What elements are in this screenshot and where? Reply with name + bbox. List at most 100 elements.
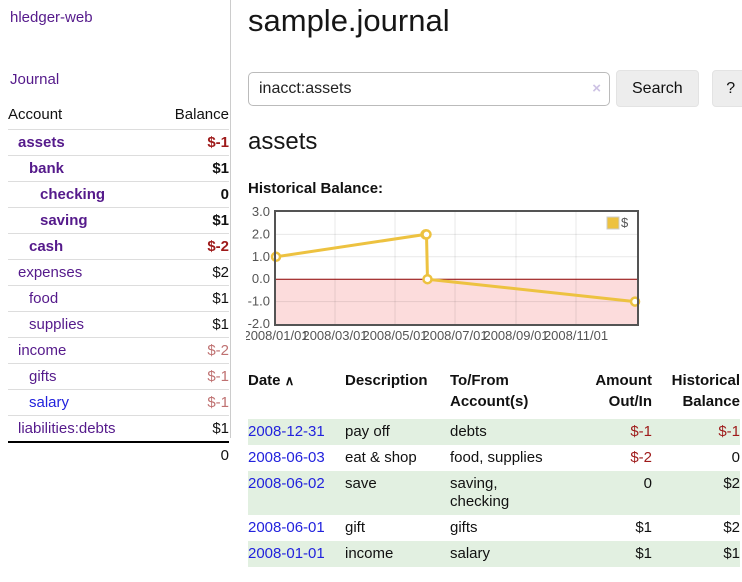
account-balance: 0	[154, 181, 229, 208]
transaction-balance: $1	[723, 545, 740, 562]
page: hledger-web Journal Account Balance asse…	[0, 0, 742, 567]
account-balance: $1	[154, 415, 229, 442]
balance-column-header: Balance	[174, 106, 229, 123]
svg-text:2008/11/01: 2008/11/01	[544, 328, 608, 343]
clear-search-icon[interactable]: ×	[592, 79, 601, 97]
svg-text:2008/05/01: 2008/05/01	[362, 328, 427, 343]
sidebar-total-row: 0	[8, 441, 229, 468]
help-button[interactable]: ?	[711, 70, 742, 107]
transaction-date-link[interactable]: 2008-01-01	[248, 545, 325, 562]
transaction-accounts: salary	[450, 545, 491, 562]
account-heading: assets	[248, 128, 318, 155]
svg-text:$: $	[621, 215, 629, 230]
transaction-amount: $1	[635, 519, 652, 536]
account-balance: $-2	[154, 337, 229, 364]
account-link[interactable]: liabilities:debts	[18, 420, 116, 437]
transaction-accounts: debts	[450, 423, 487, 440]
account-balance: $-2	[154, 233, 229, 260]
transaction-accounts: gifts	[450, 519, 478, 536]
account-link[interactable]: saving	[40, 212, 88, 229]
account-column-header: Account	[8, 106, 63, 123]
account-link[interactable]: gifts	[29, 368, 57, 385]
transaction-description: eat & shop	[345, 449, 417, 466]
sidebar-row-supplies: supplies $1	[8, 311, 229, 338]
transaction-balance: $2	[723, 475, 740, 492]
transaction-description: save	[345, 475, 377, 492]
svg-text:3.0: 3.0	[252, 206, 270, 219]
account-balance: $2	[154, 259, 229, 286]
transaction-date-link[interactable]: 2008-12-31	[248, 423, 325, 440]
svg-text:2008/03/01: 2008/03/01	[302, 328, 367, 343]
transaction-date-link[interactable]: 2008-06-01	[248, 519, 325, 536]
sidebar-divider	[230, 0, 231, 438]
account-link[interactable]: cash	[29, 238, 64, 255]
account-balance: $1	[154, 207, 229, 234]
transaction-accounts: saving, checking	[450, 475, 510, 510]
journal-link[interactable]: Journal	[10, 71, 60, 88]
account-link[interactable]: bank	[29, 160, 65, 177]
search-row: × Search ?	[248, 70, 742, 107]
historical-balance-chart: $3.0 2.0 1.0 0.0 -1.0 -2.02008/01/012008/03/0…	[246, 206, 641, 343]
sidebar-row-bank: bank $1	[8, 155, 229, 182]
register-row: 2008-01-01 income salary $1 $1	[248, 541, 740, 567]
balance-header: Historical Balance	[671, 372, 740, 410]
accounts-header: To/From Account(s)	[450, 372, 529, 410]
app-title-link[interactable]: hledger-web	[10, 9, 93, 26]
account-balance: $-1	[154, 129, 229, 156]
sidebar-row-income: income $-2	[8, 337, 229, 364]
description-header: Description	[345, 372, 428, 389]
account-link[interactable]: assets	[18, 134, 65, 151]
account-balance: $1	[154, 311, 229, 338]
sidebar-row-cash: cash $-2	[8, 233, 229, 260]
register-row: 2008-06-02 save saving, checking 0 $2	[248, 471, 740, 515]
sidebar-row-expenses: expenses $2	[8, 259, 229, 286]
sort-ascending-icon: ∧	[284, 373, 295, 388]
search-input[interactable]	[248, 71, 610, 106]
account-link[interactable]: expenses	[18, 264, 83, 281]
sidebar-row-assets: assets $-1	[8, 129, 229, 156]
account-link[interactable]: salary	[29, 394, 70, 411]
svg-text:0.0: 0.0	[252, 271, 270, 286]
transaction-accounts: food, supplies	[450, 449, 543, 466]
account-balance: $-1	[154, 363, 229, 390]
sidebar-row-saving: saving $1	[8, 207, 229, 234]
sidebar: hledger-web Journal Account Balance asse…	[0, 0, 231, 567]
transaction-amount: $-1	[630, 423, 652, 440]
sidebar-row-salary: salary $-1	[8, 389, 229, 416]
transaction-description: income	[345, 545, 394, 562]
transaction-balance: $2	[723, 519, 740, 536]
svg-text:2008/01/01: 2008/01/01	[246, 328, 309, 343]
svg-text:-1.0: -1.0	[248, 294, 270, 309]
svg-text:-2.0: -2.0	[248, 316, 270, 331]
sidebar-row-checking: checking 0	[8, 181, 229, 208]
transaction-date-link[interactable]: 2008-06-02	[248, 475, 325, 492]
transaction-description: pay off	[345, 423, 390, 440]
svg-text:2.0: 2.0	[252, 226, 270, 241]
svg-text:1.0: 1.0	[252, 249, 270, 264]
search-button[interactable]: Search	[616, 70, 699, 107]
account-balance: $1	[154, 285, 229, 312]
account-link[interactable]: checking	[40, 186, 106, 203]
accounts-table: Account Balance assets $-1 bank $1 check…	[8, 103, 229, 468]
account-balance: $1	[154, 155, 229, 182]
sidebar-row-gifts: gifts $-1	[8, 363, 229, 390]
chart-title: Historical Balance:	[248, 180, 384, 197]
transaction-date-link[interactable]: 2008-06-03	[248, 449, 325, 466]
account-link[interactable]: food	[29, 290, 59, 307]
account-link[interactable]: supplies	[29, 316, 85, 333]
svg-text:2008/09/01: 2008/09/01	[483, 328, 548, 343]
total-balance: 0	[154, 441, 229, 468]
register-row: 2008-06-03 eat & shop food, supplies $-2…	[248, 445, 740, 471]
register-row: 2008-12-31 pay off debts $-1 $-1	[248, 419, 740, 445]
register-row: 2008-06-01 gift gifts $1 $2	[248, 515, 740, 541]
amount-header: Amount Out/In	[595, 372, 652, 410]
date-header[interactable]: Date ∧	[248, 372, 295, 389]
sidebar-row-liabilities-debts: liabilities:debts $1	[8, 415, 229, 442]
account-link[interactable]: income	[18, 342, 67, 359]
transaction-amount: 0	[643, 475, 652, 492]
register-table: Date ∧ Description To/From Account(s) Am…	[248, 368, 740, 567]
sidebar-row-food: food $1	[8, 285, 229, 312]
transaction-balance: $-1	[718, 423, 740, 440]
transaction-amount: $1	[635, 545, 652, 562]
account-balance: $-1	[154, 389, 229, 416]
